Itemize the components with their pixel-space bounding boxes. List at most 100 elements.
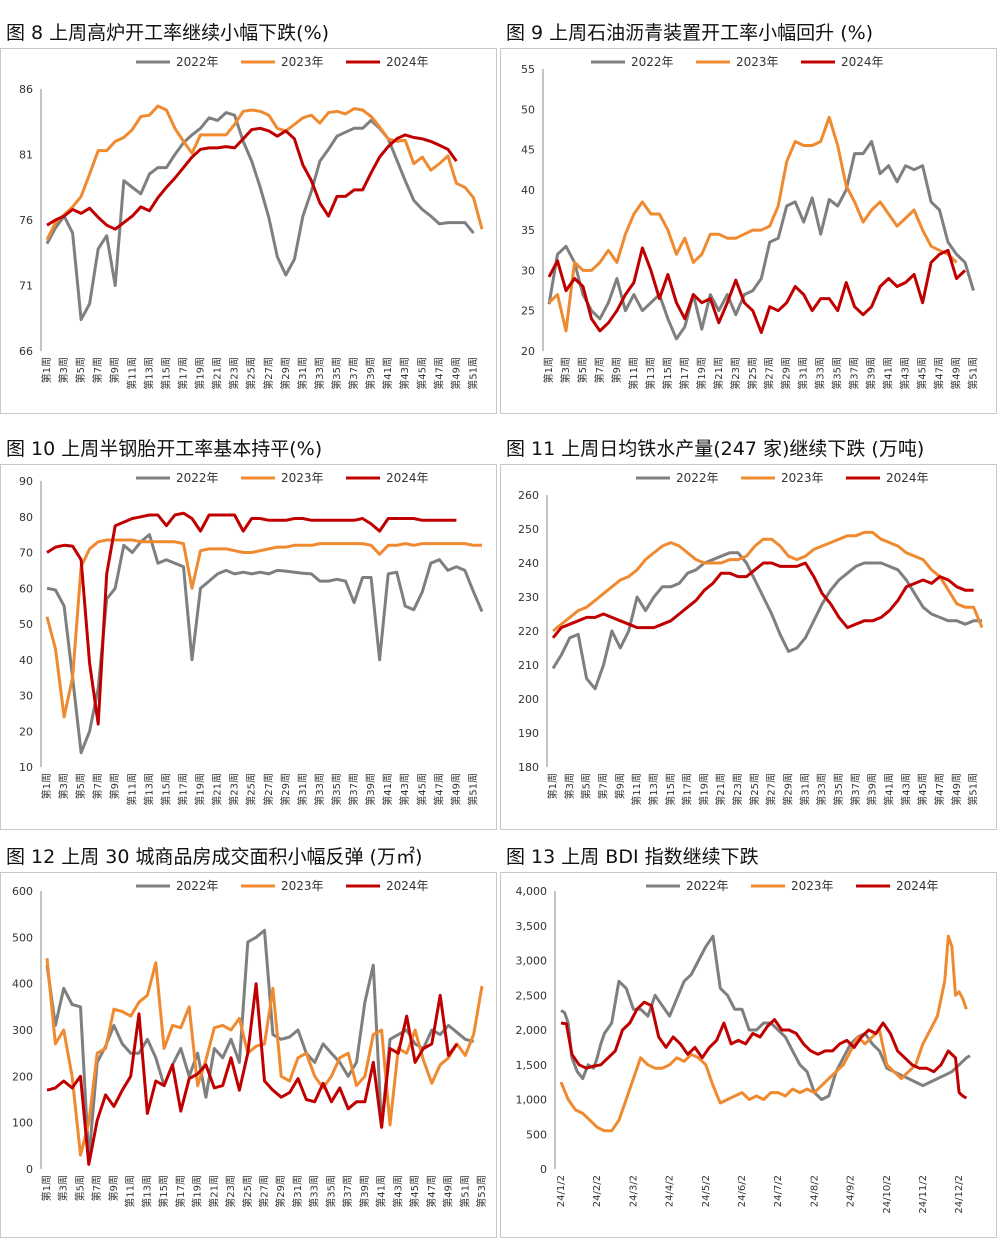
x-tick-label: 第37周	[347, 773, 360, 806]
x-tick-label: 第49周	[950, 357, 963, 390]
series-line-2023	[547, 115, 958, 333]
y-tick-label: 40	[521, 184, 535, 197]
x-tick-label: 第45周	[415, 357, 428, 390]
x-tick-label: 第3周	[559, 357, 572, 383]
x-tick-label: 第27周	[258, 1175, 271, 1208]
x-tick-label: 第37周	[341, 1175, 354, 1208]
x-tick-label: 第51周	[458, 1175, 471, 1208]
x-tick-label: 第13周	[140, 1175, 153, 1208]
x-tick-label: 第7周	[593, 357, 606, 383]
x-tick-label: 第45周	[408, 1175, 421, 1208]
x-tick-label: 第43周	[899, 357, 912, 390]
legend-label: 2022年	[631, 55, 674, 69]
x-tick-label: 第51周	[967, 773, 980, 806]
x-tick-label: 24/11/2	[918, 1175, 929, 1214]
x-tick-label: 第35周	[330, 357, 343, 390]
y-tick-label: 30	[521, 264, 535, 277]
x-tick-label: 第23周	[731, 773, 744, 806]
x-tick-label: 第1周	[40, 773, 53, 799]
x-tick-label: 第15周	[159, 773, 172, 806]
legend-label: 2024年	[386, 55, 429, 69]
x-tick-label: 第29周	[274, 1175, 287, 1208]
x-tick-label: 第1周	[40, 357, 53, 383]
series-line-2023	[45, 538, 482, 719]
x-tick-label: 第5周	[74, 357, 87, 383]
x-tick-label: 第17周	[678, 357, 691, 390]
x-tick-label: 第23周	[228, 357, 241, 390]
legend-label: 2022年	[676, 471, 719, 485]
x-tick-label: 第45周	[916, 357, 929, 390]
y-tick-label: 76	[19, 214, 33, 227]
chart-title: 图 8 上周高炉开工率继续小幅下跌(%)	[6, 22, 330, 44]
x-tick-label: 第7周	[90, 1175, 103, 1201]
legend-label: 2022年	[686, 879, 729, 893]
x-tick-label: 第31周	[296, 357, 309, 390]
x-tick-label: 第49周	[449, 357, 462, 390]
y-tick-label: 25	[521, 305, 535, 318]
series-line-2024	[46, 511, 457, 726]
chart-panel: 图 10 上周半钢胎开工率基本持平(%) 10 20 30 40 50 60 70 80 90 第1…	[0, 434, 497, 830]
chart-panel: 图 12 上周 30 城商品房成交面积小幅反弹 (万㎡) 0 100 200 300 40…	[0, 842, 497, 1238]
y-tick-label: 80	[19, 511, 33, 524]
legend-label: 2023年	[781, 471, 824, 485]
y-tick-label: 260	[518, 489, 539, 502]
series-line-2022	[551, 551, 982, 691]
y-tick-label: 60	[19, 582, 33, 595]
x-tick-label: 第15周	[157, 1175, 170, 1208]
x-tick-label: 24/1/2	[556, 1175, 567, 1207]
x-tick-label: 第27周	[765, 773, 778, 806]
x-tick-label: 第19周	[194, 773, 207, 806]
legend-label: 2024年	[886, 471, 929, 485]
y-tick-label: 81	[19, 149, 33, 162]
x-tick-label: 第43周	[899, 773, 912, 806]
legend-label: 2024年	[386, 471, 429, 485]
x-tick-label: 第17周	[174, 1175, 187, 1208]
legend-label: 2023年	[791, 879, 834, 893]
y-tick-label: 210	[518, 659, 539, 672]
x-tick-label: 24/9/2	[846, 1175, 857, 1207]
x-tick-label: 第39周	[866, 773, 879, 806]
chart-frame: 66 71 76 81 86 第1周 第3周 第5周 第7周 第9周 第11周 第13周 第15周 第17…	[0, 48, 497, 414]
x-tick-label: 第33周	[814, 357, 827, 390]
y-tick-label: 55	[521, 63, 535, 76]
x-tick-label: 第31周	[798, 773, 811, 806]
x-tick-label: 24/2/2	[592, 1175, 603, 1207]
x-tick-label: 24/3/2	[628, 1175, 639, 1207]
x-tick-label: 第15周	[664, 773, 677, 806]
y-tick-label: 0	[26, 1163, 33, 1176]
y-tick-label: 220	[518, 625, 539, 638]
x-tick-label: 第39周	[364, 773, 377, 806]
chart-frame: 0 500 1,000 1,500 2,000 2,500 3,000 3,500 4,000 2…	[500, 872, 997, 1238]
y-tick-label: 90	[19, 475, 33, 488]
chart-title: 图 11 上周日均铁水产量(247 家)继续下跌 (万吨)	[506, 438, 925, 460]
legend-label: 2024年	[896, 879, 939, 893]
x-tick-label: 第51周	[967, 357, 980, 390]
chart-panel: 图 9 上周石油沥青装置开工率小幅回升 (%) 20 25 30 35 40 45 50 55 第…	[500, 18, 997, 414]
x-tick-label: 第41周	[882, 773, 895, 806]
x-tick-label: 第37周	[849, 773, 862, 806]
x-tick-label: 第29周	[279, 357, 292, 390]
y-tick-label: 3,000	[516, 955, 548, 968]
series-line-2022	[45, 111, 475, 322]
x-tick-label: 第13周	[142, 773, 155, 806]
x-tick-label: 第47周	[432, 357, 445, 390]
x-tick-label: 第23周	[228, 773, 241, 806]
y-tick-label: 30	[19, 690, 33, 703]
x-tick-label: 第29周	[279, 773, 292, 806]
series-line-2023	[45, 104, 484, 241]
series-line-2022	[560, 934, 971, 1101]
y-tick-label: 50	[19, 618, 33, 631]
line-chart: 10 20 30 40 50 60 70 80 90 第1周 第3周 第5周 第7周 第9周 第11周 第13…	[19, 471, 484, 806]
y-tick-label: 4,000	[516, 885, 548, 898]
x-tick-label: 第41周	[381, 773, 394, 806]
y-tick-label: 400	[12, 978, 33, 991]
x-tick-label: 第35周	[831, 357, 844, 390]
x-tick-label: 第5周	[74, 773, 87, 799]
x-tick-label: 第21周	[207, 1175, 220, 1208]
legend-label: 2023年	[281, 471, 324, 485]
x-tick-label: 第17周	[681, 773, 694, 806]
x-tick-label: 第9周	[610, 357, 623, 383]
y-tick-label: 190	[518, 727, 539, 740]
x-tick-label: 第23周	[729, 357, 742, 390]
